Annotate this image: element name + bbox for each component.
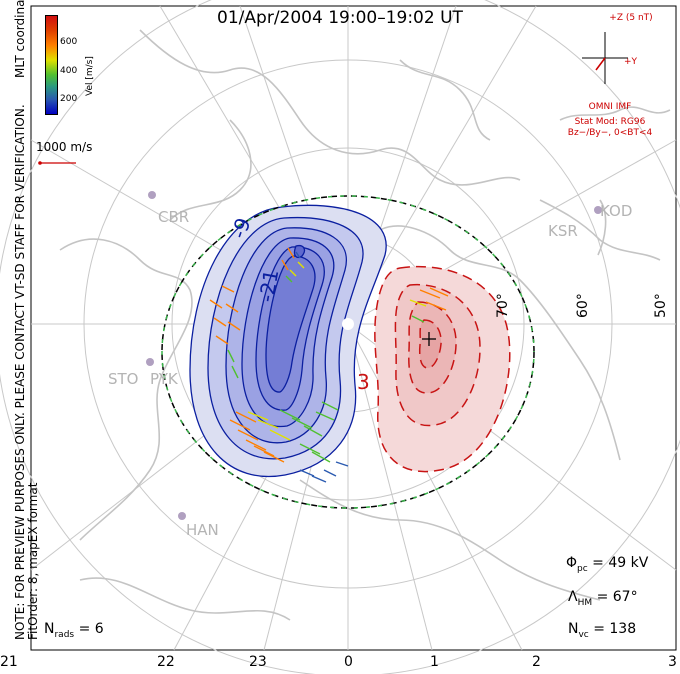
station-label-cbr: CBR: [158, 208, 190, 226]
lambda-value: = 67°: [596, 589, 638, 605]
negative-convection-cell: [189, 204, 387, 478]
nrads-symbol: N: [44, 621, 55, 637]
phi-subscript: pc: [577, 563, 588, 574]
scale-vector-label: 1000 m/s: [36, 140, 93, 154]
station-marker-han: [178, 512, 186, 520]
map-title: 01/Apr/2004 19:00–19:02 UT: [217, 8, 463, 28]
colorbar-tick-200: 200: [60, 94, 78, 104]
mlt-tick-23: 23: [249, 654, 267, 670]
station-label-ksr: KSR: [548, 222, 578, 240]
velocity-vectors: [209, 247, 449, 483]
mlt-tick-1: 1: [430, 654, 439, 670]
latitude-label-60: 60°: [575, 293, 591, 318]
station-marker-kod: [594, 206, 602, 214]
nvc-value: = 138: [593, 621, 637, 637]
mlt-tick-2: 2: [532, 654, 541, 670]
velocity-colorbar: [45, 15, 58, 115]
imf-y-label: +Y: [624, 57, 638, 67]
station-marker-cbr: [148, 191, 156, 199]
radar-count: Nrads = 6: [44, 622, 104, 640]
scale-vector-dot: [38, 161, 42, 165]
plot-frame: [30, 5, 677, 651]
coordinates-note: MLT coordinates: [13, 0, 27, 78]
contour-label-3: 3: [357, 370, 370, 394]
hm-latitude: ΛHM = 67°: [568, 590, 638, 608]
mlt-tick-3: 3: [668, 654, 677, 670]
latitude-label-50: 50°: [653, 293, 669, 318]
station-marker-sto: [146, 358, 154, 366]
lambda-symbol: Λ: [568, 589, 578, 605]
station-markers: [146, 191, 602, 520]
side-note-fitorder: FitOrder: 8, mapEX format: [26, 482, 40, 640]
colorbar-label: Vel [m/s]: [85, 56, 95, 96]
phi-symbol: Φ: [566, 555, 578, 571]
mlt-tick-21: 21: [0, 654, 18, 670]
lambda-subscript: HM: [577, 597, 593, 608]
station-label-pyk: PYK: [150, 370, 178, 388]
station-label-han: HAN: [186, 521, 219, 539]
nvc-subscript: vc: [578, 629, 589, 640]
pole-dot: [342, 318, 354, 330]
latitude-label-70: 70°: [495, 293, 511, 318]
positive-convection-cell: [374, 265, 511, 473]
nrads-subscript: rads: [54, 629, 75, 640]
hm-boundary-green: [161, 195, 535, 509]
cross-polar-potential: Φpc = 49 kV: [566, 556, 648, 574]
nvc-symbol: N: [568, 621, 579, 637]
coastlines: [59, 29, 671, 621]
vector-count: Nvc = 138: [568, 622, 636, 640]
nrads-value: = 6: [78, 621, 104, 637]
colorbar-tick-400: 400: [60, 66, 78, 76]
side-note: NOTE: FOR PREVIEW PURPOSES ONLY. PLEASE …: [13, 104, 40, 640]
imf-condition: Bz−/By−, 0<BT<4: [567, 128, 653, 138]
station-label-kod: KOD: [600, 202, 633, 220]
mlt-tick-0: 0: [344, 654, 353, 670]
imf-z-label: +Z (5 nT): [609, 13, 653, 23]
station-label-sto: STO: [108, 370, 139, 388]
phi-value: = 49 kV: [592, 555, 649, 571]
potential-max-marker: [422, 332, 436, 346]
imf-dial: [582, 32, 628, 84]
mlt-tick-22: 22: [157, 654, 175, 670]
colorbar-tick-600: 600: [60, 37, 78, 47]
imf-source: OMNI IMF: [588, 102, 632, 112]
imf-stat-mod: Stat Mod: RG96: [574, 117, 646, 127]
contour-label-minus21: -21: [254, 267, 284, 304]
